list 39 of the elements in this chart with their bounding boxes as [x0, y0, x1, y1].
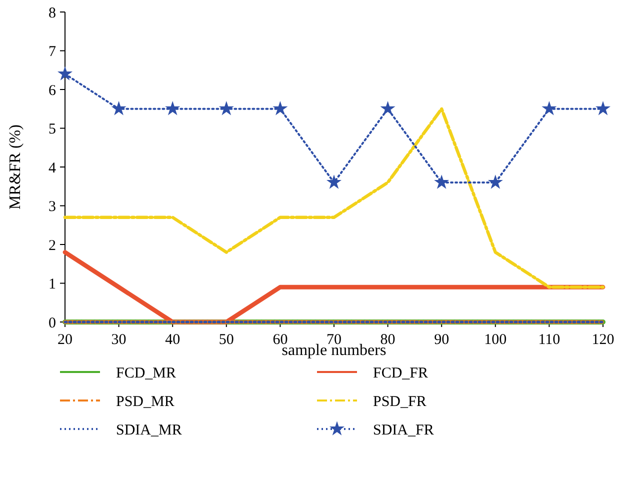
line-series	[63, 107, 605, 289]
legend-label: SDIA_FR	[373, 422, 434, 438]
y-tick-label: 0	[48, 315, 56, 332]
y-tick-label: 8	[48, 5, 56, 22]
x-tick-label: 90	[434, 332, 450, 348]
point	[434, 174, 450, 189]
y-tick-label: 2	[48, 238, 56, 254]
point	[380, 100, 396, 116]
x-tick-label: 70	[326, 332, 342, 348]
legend-label: PSD_MR	[116, 394, 174, 410]
point	[272, 100, 288, 116]
point	[326, 174, 342, 189]
y-tick-label: 5	[48, 122, 56, 138]
point	[218, 100, 234, 116]
x-tick-label: 30	[111, 332, 126, 348]
x-tick-label: 100	[484, 332, 507, 348]
x-tick-label: 20	[58, 332, 72, 348]
legend-label: SDIA_MR	[116, 422, 182, 438]
point	[488, 174, 503, 189]
y-axis-title: MR&FR (%)	[7, 124, 24, 210]
point	[542, 100, 557, 116]
x-tick-label: 110	[538, 332, 560, 348]
point	[595, 100, 611, 116]
y-tick-label: 7	[48, 44, 56, 60]
point	[111, 100, 126, 116]
y-tick-label: 6	[48, 82, 56, 99]
x-tick-label: 80	[380, 332, 396, 348]
y-tick-label: 4	[48, 160, 56, 176]
legend-label: FCD_MR	[116, 365, 176, 382]
y-tick-label: 3	[48, 199, 56, 215]
legend-label: FCD_FR	[373, 365, 428, 382]
x-tick-label: 40	[165, 332, 180, 348]
x-tick-label: 50	[218, 332, 234, 348]
x-tick-label: 120	[592, 332, 614, 348]
y-tick-label: 1	[48, 276, 56, 292]
x-tick-label: 60	[272, 332, 288, 348]
point	[57, 66, 73, 80]
legend-label: PSD_FR	[373, 394, 426, 410]
point	[165, 100, 180, 116]
